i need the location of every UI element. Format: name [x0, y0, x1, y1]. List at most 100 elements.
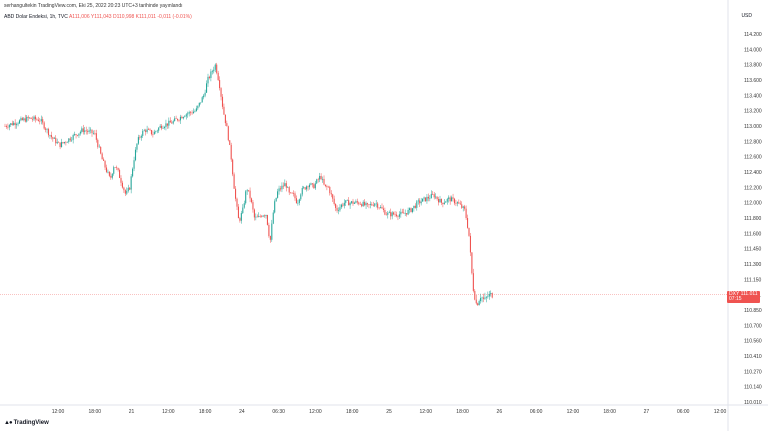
candle-body: [187, 113, 189, 115]
candle-body: [477, 303, 479, 306]
candle-body: [332, 194, 334, 199]
candle-body: [271, 223, 273, 240]
candle-body: [433, 194, 435, 198]
candle-body: [98, 146, 100, 148]
candle-body: [34, 116, 36, 120]
candle-body: [45, 128, 47, 130]
candle-body: [236, 198, 238, 207]
candle-body: [490, 293, 492, 295]
candle-body: [63, 142, 65, 143]
candle-body: [27, 116, 29, 118]
candle-body: [475, 299, 477, 304]
candle-body: [469, 235, 471, 253]
candle-body: [117, 167, 119, 171]
candle-body: [320, 175, 322, 180]
candle-body: [253, 209, 255, 218]
candle-body: [423, 197, 425, 199]
candle-body: [185, 114, 187, 117]
candle-body: [195, 108, 197, 112]
y-tick-label: 112.400: [744, 170, 762, 176]
candle-body: [30, 117, 32, 119]
candle-body: [443, 202, 445, 205]
x-tick-label: 06:00: [530, 409, 543, 415]
candle-body: [275, 197, 277, 202]
candle-body: [397, 216, 399, 217]
candle-body: [107, 171, 109, 173]
candle-body: [323, 178, 325, 185]
candle-body: [20, 118, 22, 121]
candle-body: [56, 141, 58, 144]
candle-body: [335, 203, 337, 208]
candle-body: [274, 201, 276, 213]
candle-body: [203, 95, 205, 98]
candle-body: [420, 201, 422, 204]
y-tick-label: 113.200: [744, 109, 762, 115]
candle-body: [439, 198, 441, 203]
candle-body: [452, 197, 454, 199]
candle-body: [261, 216, 263, 217]
candle-body: [366, 203, 369, 205]
x-tick-label: 18:00: [456, 409, 469, 415]
candle-body: [380, 207, 382, 208]
candle-body: [304, 187, 306, 190]
candle-body: [407, 209, 409, 215]
candle-body: [485, 297, 487, 298]
candle-body: [352, 201, 354, 204]
candle-body: [294, 193, 296, 199]
y-tick-label: 111.800: [744, 216, 762, 222]
candle-body: [340, 204, 342, 208]
candle-body: [482, 297, 485, 299]
candle-body: [36, 119, 38, 120]
candle-body: [462, 206, 464, 208]
candle-body: [365, 203, 367, 206]
candle-body: [308, 184, 311, 188]
candle-body: [401, 211, 403, 213]
candle-body: [269, 236, 271, 240]
candle-body: [375, 203, 377, 205]
candle-body: [491, 293, 493, 298]
x-tick-label: 06:30: [272, 409, 285, 415]
y-tick-label: 111.300: [744, 262, 762, 268]
y-tick-label: 110.140: [744, 385, 762, 391]
candle-body: [377, 203, 379, 208]
candle-body: [394, 214, 396, 215]
candle-body: [184, 116, 186, 118]
x-tick-label: 24: [239, 409, 245, 415]
candle-body: [374, 203, 376, 206]
candle-body: [156, 130, 158, 132]
candle-body: [10, 123, 12, 126]
candle-body: [62, 142, 64, 143]
candle-body: [133, 160, 135, 169]
candle-body: [384, 210, 386, 215]
candle-body: [279, 188, 282, 190]
candle-body: [442, 202, 444, 205]
y-tick-label: 110.010: [744, 400, 762, 406]
candle-body: [459, 203, 461, 205]
candle-body: [388, 212, 390, 213]
candle-body: [461, 204, 463, 208]
candle-body: [232, 159, 234, 175]
x-tick-label: 25: [386, 409, 392, 415]
candle-body: [245, 191, 247, 204]
candle-body: [413, 205, 415, 209]
candle-body: [371, 204, 373, 206]
last-price-tag: DXY 111.011 07:15: [727, 290, 760, 303]
candle-body: [17, 123, 19, 125]
candle-body: [66, 142, 68, 143]
candle-body: [21, 118, 23, 121]
candle-body: [68, 138, 70, 143]
candle-body: [59, 142, 61, 148]
y-tick-label: 110.270: [744, 369, 762, 375]
y-tick-label: 110.410: [744, 354, 762, 360]
candle-body: [74, 134, 76, 135]
x-tick-label: 12:00: [309, 409, 322, 415]
candle-body: [468, 227, 470, 236]
candle-body: [446, 198, 448, 202]
candle-body: [249, 190, 251, 199]
y-tick-label: 111.450: [744, 247, 762, 253]
candle-body: [235, 188, 237, 199]
candle-body: [177, 118, 179, 121]
candle-body: [169, 120, 171, 123]
candle-body: [192, 111, 195, 114]
